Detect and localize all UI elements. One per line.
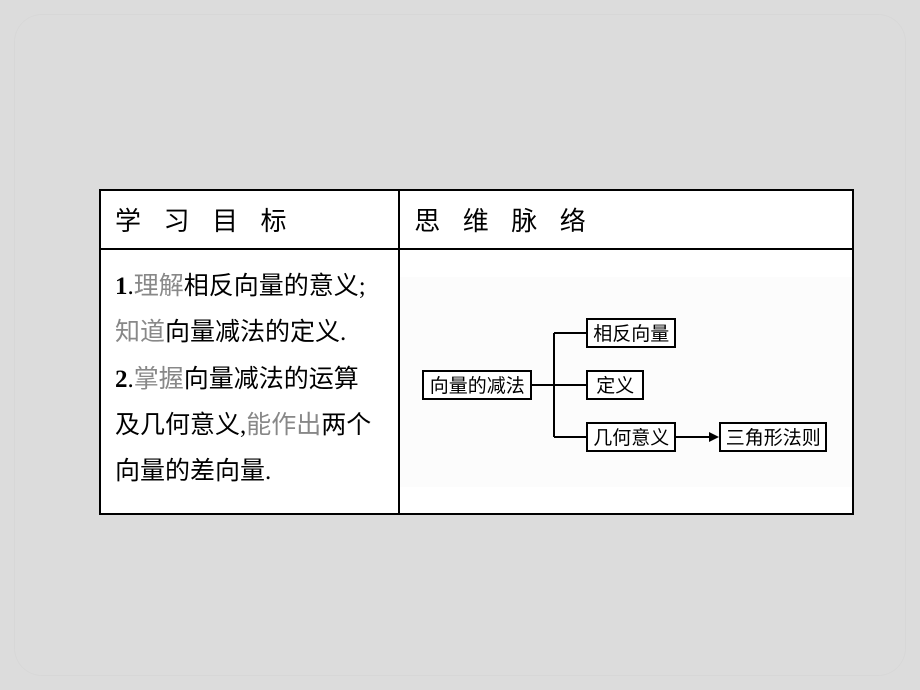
diagram-cell: 向量的减法 相反向量 定义 几何意义 三角形法则 — [399, 249, 853, 514]
node-leaf: 三角形法则 — [719, 422, 827, 452]
connector-line — [676, 436, 710, 438]
objectives-text: 1.理解相反向量的意义; 知道向量减法的定义. 2.掌握向量减法的运算 及几何意… — [101, 250, 398, 513]
node-root: 向量的减法 — [422, 370, 532, 400]
node-branch3: 几何意义 — [586, 422, 676, 452]
obj1-text-a: 相反向量的意义; — [184, 273, 366, 300]
obj2-text-a: 向量减法的运算 — [184, 366, 359, 393]
connector-line — [532, 384, 554, 386]
header-thinking: 思 维 脉 络 — [399, 190, 853, 249]
obj2-verb: 掌握 — [134, 366, 184, 393]
connector-line — [554, 436, 586, 438]
node-branch2: 定义 — [586, 370, 644, 400]
obj2-text-d: 向量的差向量. — [115, 458, 271, 485]
objectives-cell: 1.理解相反向量的意义; 知道向量减法的定义. 2.掌握向量减法的运算 及几何意… — [100, 249, 399, 514]
connector-line — [554, 384, 586, 386]
obj2-verb2: 能作出 — [246, 412, 321, 439]
content-row: 1.理解相反向量的意义; 知道向量减法的定义. 2.掌握向量减法的运算 及几何意… — [100, 249, 853, 514]
obj1-num: 1 — [115, 273, 128, 300]
obj1-verb: 理解 — [134, 273, 184, 300]
header-row: 学 习 目 标 思 维 脉 络 — [100, 190, 853, 249]
obj2-text-b: 及几何意义, — [115, 412, 246, 439]
flowchart-diagram: 向量的减法 相反向量 定义 几何意义 三角形法则 — [400, 277, 852, 487]
header-objectives: 学 习 目 标 — [100, 190, 399, 249]
slide-container: 学 习 目 标 思 维 脉 络 1.理解相反向量的意义; 知道向量减法的定义. … — [14, 14, 906, 676]
connector-line — [554, 332, 586, 334]
obj1-verb2: 知道 — [115, 319, 165, 346]
obj1-text-b: 向量减法的定义. — [165, 319, 346, 346]
obj2-num: 2 — [115, 366, 128, 393]
main-table: 学 习 目 标 思 维 脉 络 1.理解相反向量的意义; 知道向量减法的定义. … — [99, 189, 854, 515]
obj2-text-c: 两个 — [321, 412, 371, 439]
arrow-icon — [709, 432, 719, 442]
node-branch1: 相反向量 — [586, 318, 676, 348]
